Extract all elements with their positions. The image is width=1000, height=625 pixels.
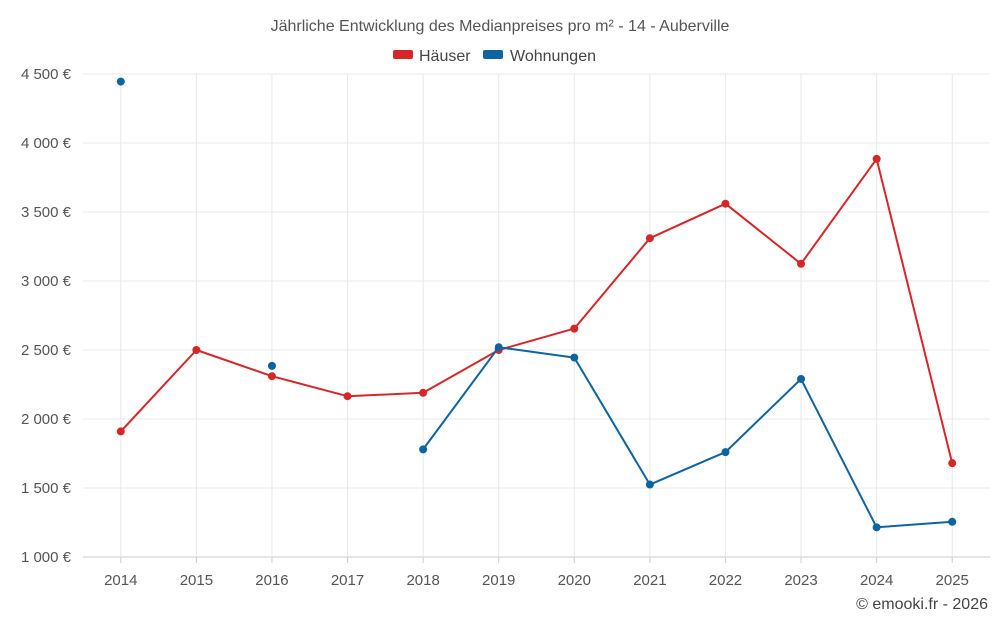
x-tick-label: 2020 xyxy=(558,572,591,589)
x-tick-label: 2021 xyxy=(633,572,666,589)
y-tick-label: 1 000 € xyxy=(21,549,72,566)
legend-swatch-haeuser xyxy=(393,50,413,59)
y-tick-label: 4 000 € xyxy=(21,135,72,152)
data-point-wohnungen[interactable] xyxy=(570,353,579,362)
y-tick-label: 4 500 € xyxy=(21,66,72,83)
data-point-haeuser[interactable] xyxy=(343,392,352,401)
x-tick-label: 2014 xyxy=(104,572,137,589)
data-point-wohnungen[interactable] xyxy=(267,361,276,370)
data-point-wohnungen[interactable] xyxy=(116,77,125,86)
legend: Häuser Wohnungen xyxy=(393,48,596,65)
y-tick-label: 2 500 € xyxy=(21,342,72,359)
data-point-haeuser[interactable] xyxy=(948,459,957,468)
y-tick-label: 3 000 € xyxy=(21,273,72,290)
data-point-haeuser[interactable] xyxy=(419,388,428,397)
series-layer xyxy=(116,77,957,532)
data-point-wohnungen[interactable] xyxy=(645,480,654,489)
legend-label-wohnungen: Wohnungen xyxy=(510,48,596,65)
data-point-wohnungen[interactable] xyxy=(419,445,428,454)
data-point-haeuser[interactable] xyxy=(116,427,125,436)
x-tick-label: 2022 xyxy=(709,572,742,589)
data-point-haeuser[interactable] xyxy=(192,346,201,354)
chart-title: Jährliche Entwicklung des Medianpreises … xyxy=(271,18,730,35)
y-tick-label: 1 500 € xyxy=(21,480,72,497)
x-tick-label: 2018 xyxy=(406,572,439,589)
data-point-wohnungen[interactable] xyxy=(494,343,503,352)
series-line-haeuser xyxy=(120,157,954,464)
x-tick-label: 2025 xyxy=(936,572,969,589)
data-point-haeuser[interactable] xyxy=(872,154,881,163)
x-axis: 2014 2015 2016 2017 2018 2019 2020 2021 2022 2023… xyxy=(104,557,969,589)
data-point-haeuser[interactable] xyxy=(267,372,276,381)
data-point-haeuser[interactable] xyxy=(570,324,579,333)
credit-text: © emooki.fr - 2026 xyxy=(856,596,988,613)
data-point-wohnungen[interactable] xyxy=(872,523,881,532)
grid xyxy=(83,73,990,558)
legend-item-wohnungen[interactable]: Wohnungen xyxy=(483,48,596,65)
legend-swatch-wohnungen xyxy=(483,50,503,59)
legend-label-haeuser: Häuser xyxy=(419,48,471,65)
data-point-wohnungen[interactable] xyxy=(797,374,806,383)
y-tick-label: 2 000 € xyxy=(21,411,72,428)
series-line-wohnungen xyxy=(422,346,953,529)
legend-item-haeuser[interactable]: Häuser xyxy=(393,48,471,65)
data-point-haeuser[interactable] xyxy=(797,259,806,268)
series-wohnungen xyxy=(116,77,957,532)
series-haeuser xyxy=(116,154,957,468)
data-point-wohnungen[interactable] xyxy=(721,448,730,457)
x-tick-label: 2016 xyxy=(255,572,288,589)
x-tick-label: 2019 xyxy=(482,572,515,589)
x-tick-label: 2023 xyxy=(784,572,817,589)
y-axis: 1 000 € 1 500 € 2 000 € 2 500 € 3 000 € 3 500… xyxy=(21,66,72,566)
data-point-wohnungen[interactable] xyxy=(948,517,957,526)
x-tick-label: 2015 xyxy=(180,572,213,589)
x-tick-label: 2017 xyxy=(331,572,364,589)
x-tick-label: 2024 xyxy=(860,572,893,589)
data-point-haeuser[interactable] xyxy=(721,199,730,208)
data-point-haeuser[interactable] xyxy=(645,234,654,243)
y-tick-label: 3 500 € xyxy=(21,204,72,221)
